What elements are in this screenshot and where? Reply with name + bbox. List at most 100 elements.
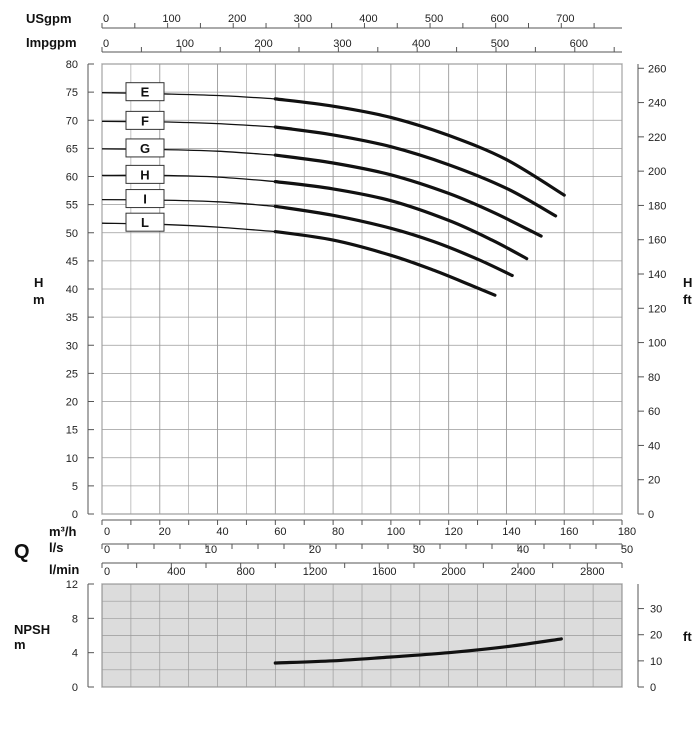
top-axis-tick-label: 300 xyxy=(333,38,351,50)
bottom-axis-tick-label: 0 xyxy=(104,566,110,578)
left-axis-tick-label: 65 xyxy=(66,143,78,155)
bottom-axis-tick-label: 20 xyxy=(309,544,321,556)
head-chart-grid xyxy=(101,63,623,515)
curve-label-box-h xyxy=(125,164,165,184)
right-axis-tick-label: 0 xyxy=(648,509,654,521)
right-axis-tick-label: 40 xyxy=(648,440,660,452)
left-axis-tick-label: 70 xyxy=(66,115,78,127)
head-axis-title-m: m xyxy=(33,292,45,307)
left-axis-tick-label: 30 xyxy=(66,340,78,352)
top-axis-tick-label: 700 xyxy=(556,13,574,25)
right-axis-tick-label: 240 xyxy=(648,98,666,110)
bottom-axis-tick-label: 100 xyxy=(387,526,405,538)
npsh-curve xyxy=(273,637,563,665)
bottom-axis-tick-label: 1600 xyxy=(372,566,396,578)
top-axis-tick-label: 600 xyxy=(491,13,509,25)
top-axis-tick-label: 0 xyxy=(103,38,109,50)
top-axis-tick-label: 500 xyxy=(491,38,509,50)
head-curve-h xyxy=(273,180,529,261)
bottom-axis-tick-label: 40 xyxy=(216,526,228,538)
bottom-axis-tick-label: 180 xyxy=(618,526,636,538)
bottom-axis-tick-label: 1200 xyxy=(303,566,327,578)
left-axis-tick-label: 15 xyxy=(66,425,78,437)
top-axis-tick-label: 600 xyxy=(570,38,588,50)
m3h-axis-title: m³/h xyxy=(49,524,77,539)
top-axis-tick-label: 500 xyxy=(425,13,443,25)
bottom-axis-tick-label: 10 xyxy=(205,544,217,556)
curve-label-box-e xyxy=(125,82,165,102)
head-curve-l xyxy=(273,230,497,297)
right-axis-tick-label: 200 xyxy=(648,166,666,178)
npsh-curve-layer xyxy=(273,637,563,665)
curve-label-box-l xyxy=(125,212,165,232)
bottom-axis-tick-label: 2400 xyxy=(511,566,535,578)
head-curves xyxy=(101,92,566,297)
left-axis-tick-label: 5 xyxy=(72,481,78,493)
top-axis-tick-label: 300 xyxy=(294,13,312,25)
curve-label-f: F xyxy=(141,113,149,128)
npsh-left-axis-tick-label: 8 xyxy=(72,613,78,625)
npsh-axis-title: NPSH xyxy=(14,622,50,637)
bottom-axis-tick-label: 400 xyxy=(167,566,185,578)
npsh-axis-title-ft: ft xyxy=(683,629,692,644)
left-axis-tick-label: 25 xyxy=(66,368,78,380)
curve-label-e: E xyxy=(141,85,150,100)
npsh-left-axis-tick-label: 4 xyxy=(72,648,78,660)
left-axis-tick-label: 60 xyxy=(66,172,78,184)
npsh-right-axis-tick-label: 30 xyxy=(650,604,662,616)
curve-label-box-f xyxy=(125,110,165,130)
top-axis-tick-label: 200 xyxy=(254,38,272,50)
bottom-axis-tick-label: 30 xyxy=(413,544,425,556)
usgpm-axis-title: USgpm xyxy=(26,11,72,26)
top-axis-tick-label: 200 xyxy=(228,13,246,25)
lmin-axis-title: l/min xyxy=(49,562,79,577)
right-axis-tick-label: 220 xyxy=(648,132,666,144)
bottom-axis-tick-label: 60 xyxy=(274,526,286,538)
top-axis-tick-label: 0 xyxy=(103,13,109,25)
bottom-axis-tick-label: 0 xyxy=(104,544,110,556)
left-axis-tick-label: 20 xyxy=(66,397,78,409)
top-axis-tick-label: 400 xyxy=(412,38,430,50)
right-axis-tick-label: 180 xyxy=(648,200,666,212)
bottom-axis-tick-label: 40 xyxy=(517,544,529,556)
bottom-axis-tick-label: 120 xyxy=(444,526,462,538)
right-axis-tick-label: 100 xyxy=(648,338,666,350)
bottom-axis-tick-label: 80 xyxy=(332,526,344,538)
left-axis-tick-label: 45 xyxy=(66,256,78,268)
npsh-axis-title-m: m xyxy=(14,637,26,652)
bottom-axis-tick-label: 140 xyxy=(502,526,520,538)
bottom-axis-tick-label: 160 xyxy=(560,526,578,538)
curve-label-l: L xyxy=(141,215,149,230)
head-curve-i xyxy=(273,204,514,278)
curve-label-box-i xyxy=(125,189,165,209)
right-axis-tick-label: 160 xyxy=(648,235,666,247)
curve-label-i: I xyxy=(143,192,147,207)
top-axis-tick-label: 100 xyxy=(162,13,180,25)
curve-label-h: H xyxy=(140,167,149,182)
head-axis-title-ft: ft xyxy=(683,292,692,307)
right-axis-tick-label: 80 xyxy=(648,372,660,384)
top-axis-tick-label: 100 xyxy=(176,38,194,50)
ls-axis-title: l/s xyxy=(49,540,63,555)
npsh-right-axis-tick-label: 0 xyxy=(650,682,656,694)
right-axis-tick-label: 60 xyxy=(648,406,660,418)
right-axis-tick-label: 20 xyxy=(648,475,660,487)
left-axis-tick-label: 35 xyxy=(66,312,78,324)
left-axis-tick-label: 80 xyxy=(66,59,78,71)
left-axis-tick-label: 50 xyxy=(66,228,78,240)
bottom-axis-tick-label: 0 xyxy=(104,526,110,538)
head-curve-e xyxy=(273,97,566,197)
curve-label-g: G xyxy=(140,141,150,156)
q-flow-symbol: Q xyxy=(14,541,30,563)
left-axis-tick-label: 40 xyxy=(66,284,78,296)
left-axis-tick-label: 0 xyxy=(72,509,78,521)
npsh-left-axis-tick-label: 0 xyxy=(72,682,78,694)
bottom-axis-tick-label: 800 xyxy=(236,566,254,578)
right-axis-tick-label: 260 xyxy=(648,63,666,75)
right-axis-tick-label: 120 xyxy=(648,303,666,315)
bottom-axis-tick-label: 20 xyxy=(159,526,171,538)
impgpm-axis-title: Impgpm xyxy=(26,35,77,50)
left-axis-tick-label: 55 xyxy=(66,200,78,212)
right-axis-tick-label: 140 xyxy=(648,269,666,281)
